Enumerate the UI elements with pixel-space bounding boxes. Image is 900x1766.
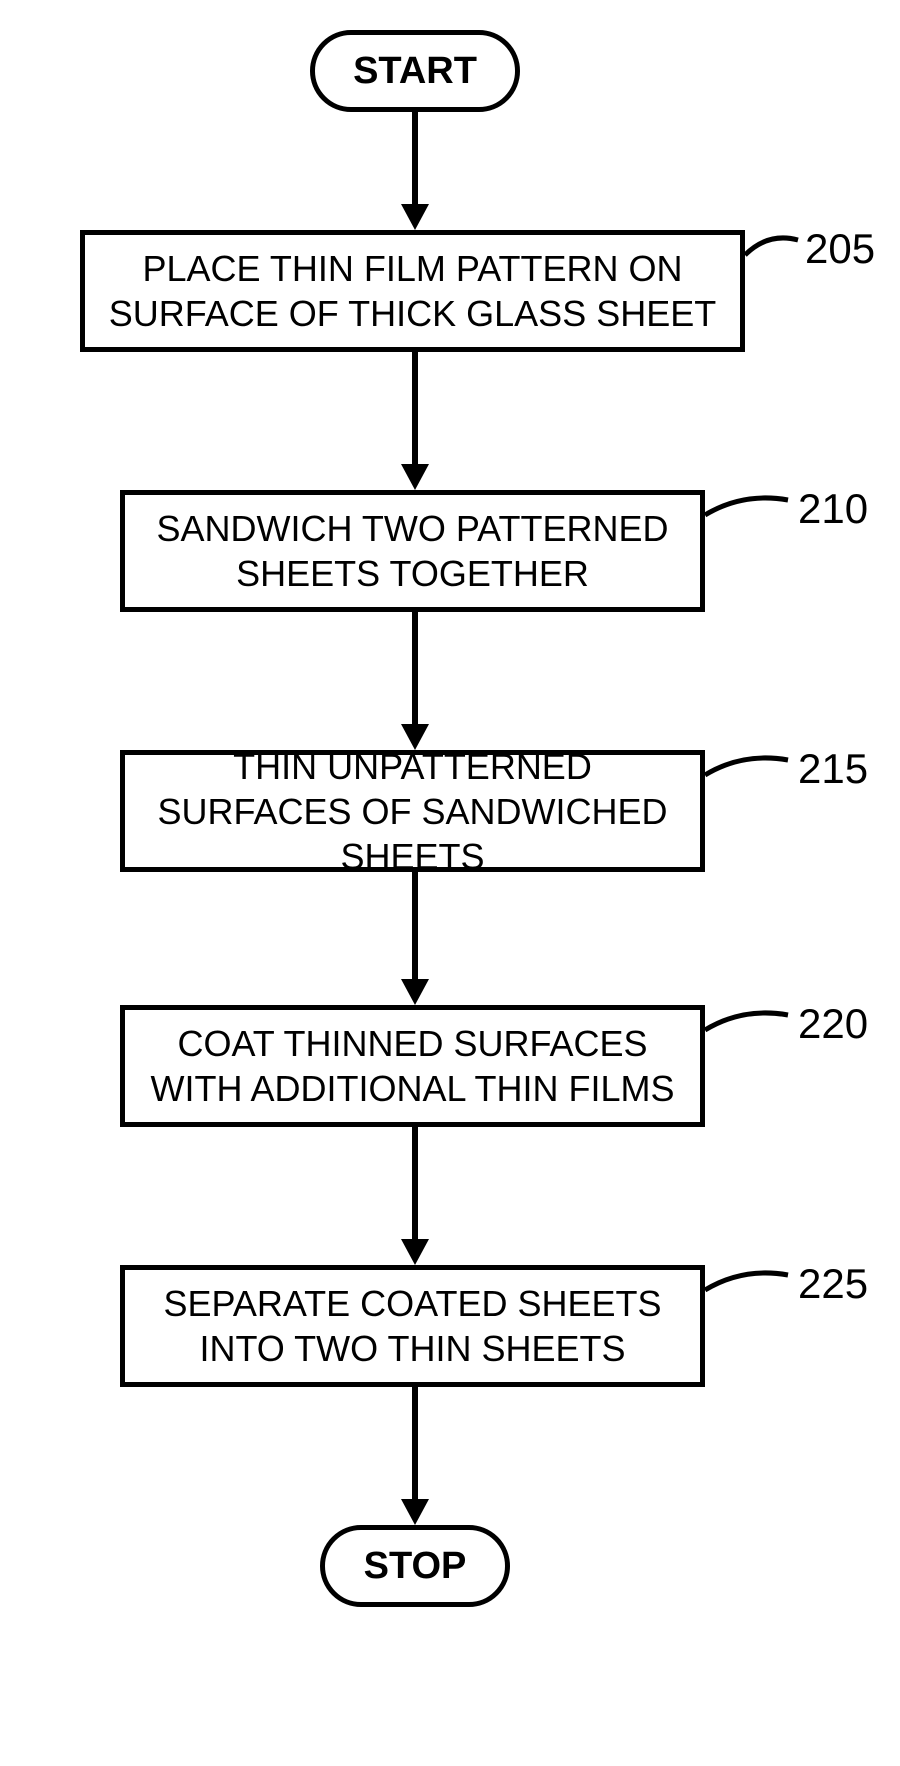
flowchart-container: START PLACE THIN FILM PATTERN ON SURFACE… [50, 30, 850, 1730]
arrow-line [412, 1127, 418, 1239]
leader-line [703, 750, 793, 800]
process-step-5: SEPARATE COATED SHEETS INTO TWO THIN SHE… [120, 1265, 705, 1387]
process-step-4-label: COAT THINNED SURFACES WITH ADDITIONAL TH… [135, 1021, 690, 1111]
leader-line [743, 230, 803, 280]
process-step-5-label: SEPARATE COATED SHEETS INTO TWO THIN SHE… [135, 1281, 690, 1371]
leader-line [703, 1265, 793, 1315]
ref-label-215: 215 [798, 745, 868, 793]
arrow-line [412, 112, 418, 204]
ref-label-205: 205 [805, 225, 875, 273]
arrow-line [412, 612, 418, 724]
arrow-head [401, 1239, 429, 1265]
process-step-2-label: SANDWICH TWO PATTERNED SHEETS TOGETHER [135, 506, 690, 596]
arrow-head [401, 1499, 429, 1525]
process-step-2: SANDWICH TWO PATTERNED SHEETS TOGETHER [120, 490, 705, 612]
stop-node: STOP [320, 1525, 510, 1607]
arrow-head [401, 204, 429, 230]
process-step-1-label: PLACE THIN FILM PATTERN ON SURFACE OF TH… [95, 246, 730, 336]
arrow-line [412, 1387, 418, 1499]
start-label: START [353, 50, 477, 93]
arrow-head [401, 979, 429, 1005]
arrow-line [412, 872, 418, 979]
leader-line [703, 490, 793, 540]
process-step-3-label: THIN UNPATTERNED SURFACES OF SANDWICHED … [135, 744, 690, 879]
start-node: START [310, 30, 520, 112]
arrow-line [412, 352, 418, 464]
arrow-head [401, 464, 429, 490]
stop-label: STOP [364, 1545, 467, 1588]
process-step-3: THIN UNPATTERNED SURFACES OF SANDWICHED … [120, 750, 705, 872]
ref-label-225: 225 [798, 1260, 868, 1308]
ref-label-210: 210 [798, 485, 868, 533]
leader-line [703, 1005, 793, 1055]
ref-label-220: 220 [798, 1000, 868, 1048]
process-step-4: COAT THINNED SURFACES WITH ADDITIONAL TH… [120, 1005, 705, 1127]
process-step-1: PLACE THIN FILM PATTERN ON SURFACE OF TH… [80, 230, 745, 352]
